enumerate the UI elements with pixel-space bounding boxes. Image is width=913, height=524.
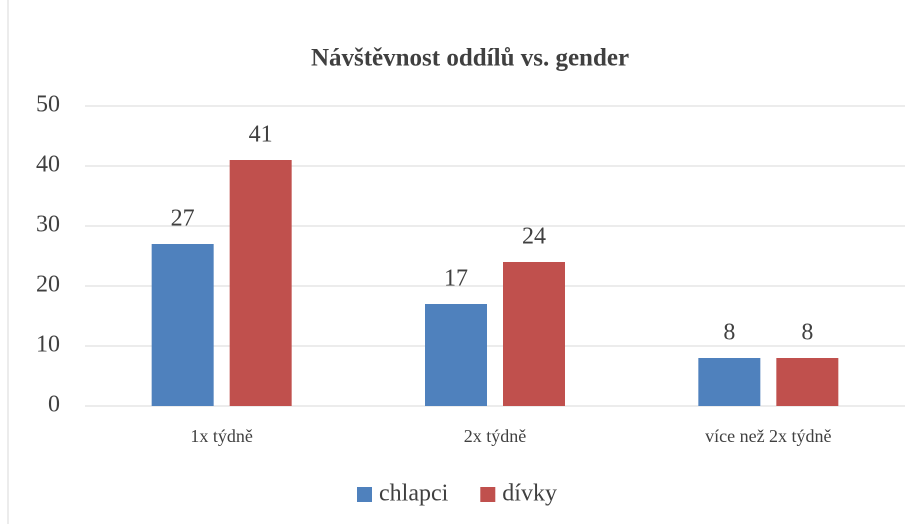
y-tick-label: 20 — [36, 272, 60, 298]
data-label: 8 — [801, 320, 813, 346]
data-label: 41 — [249, 122, 273, 148]
legend-label: dívky — [502, 481, 557, 507]
data-label: 24 — [522, 224, 546, 250]
legend-swatch — [480, 487, 496, 502]
y-tick-label: 40 — [36, 152, 60, 178]
bar — [425, 304, 487, 406]
data-label: 17 — [444, 266, 468, 292]
legend-label: chlapci — [379, 481, 449, 507]
chart-title: Návštěvnost oddílů vs. gender — [311, 45, 629, 72]
x-tick-label: 1x týdně — [190, 426, 253, 446]
legend-swatch — [357, 487, 372, 502]
x-tick-label: 2x týdně — [464, 426, 527, 446]
y-tick-label: 0 — [48, 392, 60, 418]
y-tick-label: 30 — [36, 212, 60, 238]
data-label: 8 — [723, 320, 735, 346]
y-tick-label: 10 — [36, 332, 60, 358]
data-label: 27 — [171, 206, 195, 232]
y-tick-label: 50 — [36, 92, 60, 118]
bar — [151, 244, 214, 406]
bar — [229, 160, 292, 406]
bar — [698, 358, 761, 406]
x-tick-label: více než 2x týdně — [705, 426, 831, 446]
bar — [776, 358, 839, 406]
bar — [503, 262, 565, 406]
